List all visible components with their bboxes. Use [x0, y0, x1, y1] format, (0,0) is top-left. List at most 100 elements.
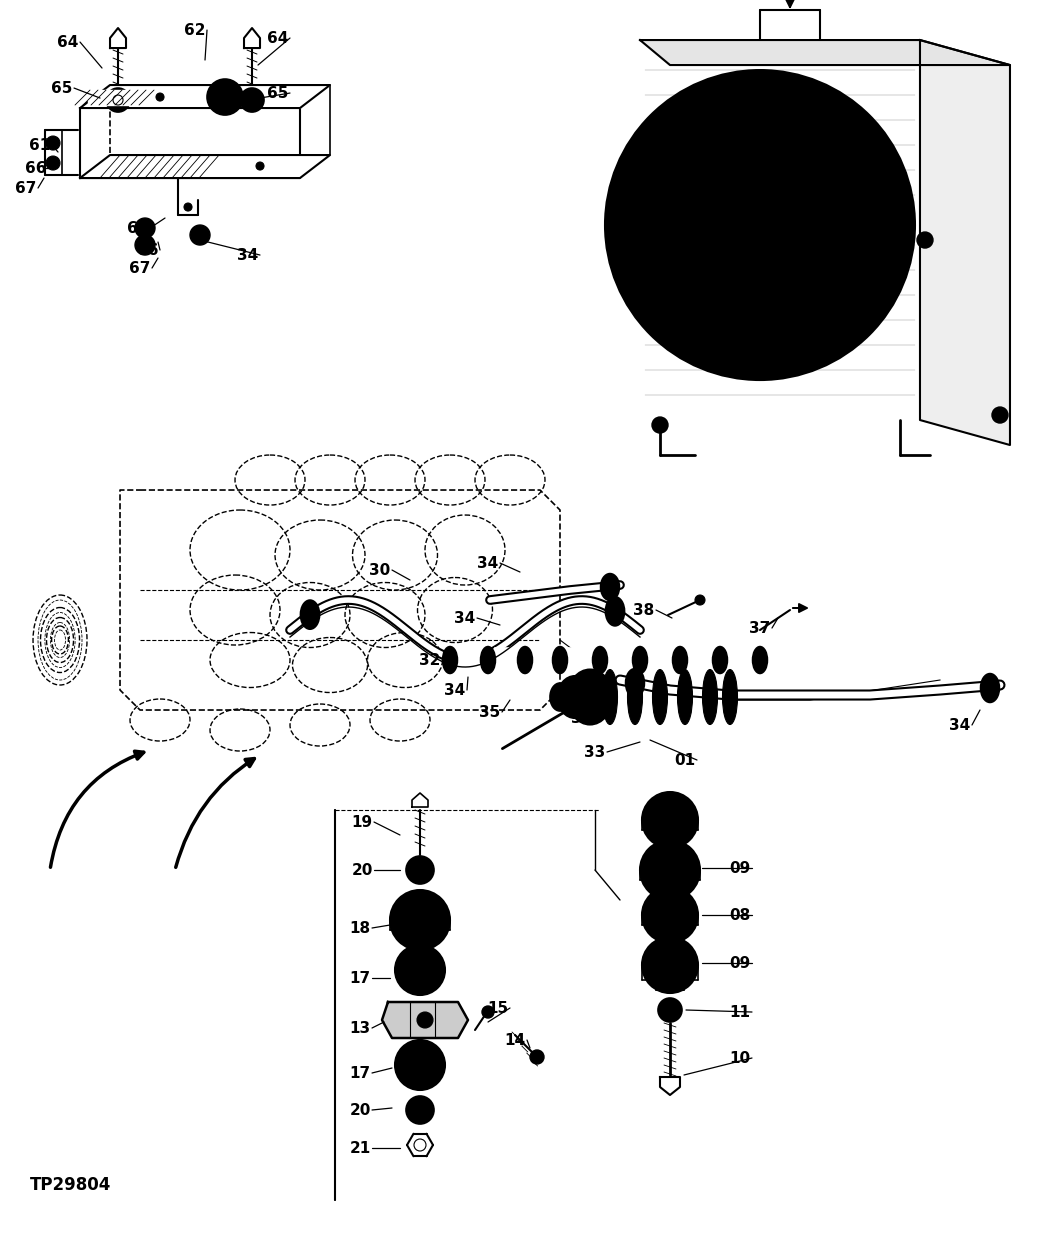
Text: 65: 65	[51, 80, 73, 95]
Circle shape	[596, 674, 602, 681]
Text: 61: 61	[29, 138, 51, 153]
Text: 19: 19	[352, 815, 372, 830]
Text: 36: 36	[588, 683, 608, 698]
Circle shape	[135, 236, 155, 255]
Text: 38: 38	[633, 603, 654, 618]
Ellipse shape	[673, 647, 687, 673]
Circle shape	[46, 157, 60, 170]
Text: 66: 66	[137, 243, 159, 258]
Circle shape	[655, 949, 685, 980]
Ellipse shape	[593, 647, 607, 673]
Ellipse shape	[518, 647, 532, 673]
Circle shape	[156, 92, 164, 101]
Polygon shape	[244, 28, 260, 48]
Text: 33: 33	[584, 745, 605, 760]
Text: 08: 08	[729, 907, 751, 922]
Ellipse shape	[652, 670, 668, 725]
Text: 34: 34	[237, 248, 259, 263]
Text: 17: 17	[349, 970, 370, 985]
Polygon shape	[110, 28, 126, 48]
Text: 34: 34	[571, 710, 593, 725]
FancyArrowPatch shape	[792, 604, 807, 613]
Circle shape	[406, 856, 434, 884]
Circle shape	[256, 162, 264, 170]
Circle shape	[596, 713, 602, 719]
Ellipse shape	[627, 670, 643, 725]
Circle shape	[417, 1012, 433, 1028]
Bar	[495, 649, 520, 672]
Circle shape	[395, 1039, 445, 1090]
Ellipse shape	[301, 600, 319, 629]
Text: 64: 64	[267, 31, 289, 46]
Ellipse shape	[602, 670, 618, 725]
Text: RADIATOR: RADIATOR	[734, 231, 846, 249]
Text: 15: 15	[488, 1000, 509, 1016]
Circle shape	[917, 232, 933, 248]
Ellipse shape	[557, 676, 593, 718]
Circle shape	[705, 170, 815, 280]
Text: 01: 01	[674, 752, 696, 767]
Text: 09: 09	[729, 956, 751, 970]
Bar	[640, 649, 675, 672]
Ellipse shape	[550, 683, 570, 711]
Text: 32: 32	[419, 652, 441, 667]
Text: 34: 34	[477, 556, 498, 571]
Ellipse shape	[695, 596, 705, 605]
Bar	[600, 649, 635, 672]
Circle shape	[190, 226, 210, 245]
Text: 21: 21	[349, 1141, 370, 1155]
Circle shape	[240, 88, 264, 112]
Text: 65: 65	[267, 85, 289, 101]
Ellipse shape	[568, 670, 613, 725]
Ellipse shape	[443, 647, 457, 673]
Bar	[450, 649, 485, 672]
Circle shape	[106, 88, 130, 112]
Bar	[530, 649, 560, 672]
Circle shape	[406, 1096, 434, 1124]
Bar	[720, 649, 760, 672]
Circle shape	[642, 937, 698, 993]
Ellipse shape	[713, 647, 727, 673]
Text: 20: 20	[352, 863, 372, 878]
Text: 63: 63	[127, 221, 149, 236]
Polygon shape	[88, 90, 155, 105]
Text: 64: 64	[57, 35, 79, 49]
Text: 13: 13	[349, 1021, 370, 1036]
Bar	[700, 593, 720, 607]
Text: 14: 14	[504, 1032, 525, 1048]
Text: 62: 62	[184, 22, 206, 37]
Text: 37: 37	[750, 620, 771, 635]
Text: 11: 11	[729, 1005, 751, 1020]
Circle shape	[992, 407, 1008, 423]
Circle shape	[605, 694, 610, 700]
Text: 09: 09	[729, 861, 751, 875]
Circle shape	[640, 840, 700, 900]
Polygon shape	[80, 85, 330, 109]
Text: 20: 20	[349, 1102, 370, 1117]
Text: 34: 34	[950, 718, 970, 732]
Text: 34: 34	[444, 683, 466, 698]
Text: 34: 34	[454, 610, 475, 625]
Circle shape	[390, 890, 450, 949]
Circle shape	[605, 70, 915, 380]
Ellipse shape	[601, 575, 619, 600]
Bar	[640, 39, 920, 420]
Text: 67: 67	[129, 260, 151, 275]
Ellipse shape	[482, 647, 495, 673]
Circle shape	[652, 417, 668, 433]
Circle shape	[530, 1051, 544, 1064]
Circle shape	[46, 136, 60, 150]
Text: 17: 17	[349, 1065, 370, 1080]
Circle shape	[207, 79, 243, 115]
Bar	[680, 649, 710, 672]
Polygon shape	[80, 155, 330, 178]
Text: TP29804: TP29804	[30, 1176, 111, 1194]
Text: 66: 66	[25, 160, 47, 175]
Circle shape	[578, 674, 584, 681]
Circle shape	[135, 218, 155, 238]
Polygon shape	[382, 1002, 468, 1038]
Polygon shape	[640, 39, 1010, 65]
Text: 18: 18	[349, 921, 370, 936]
Ellipse shape	[753, 647, 766, 673]
Ellipse shape	[633, 647, 647, 673]
